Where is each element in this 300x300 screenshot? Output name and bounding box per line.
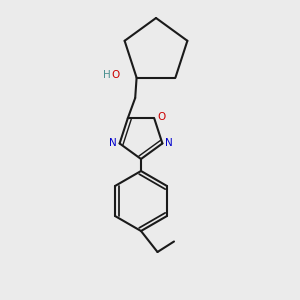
Text: O: O [158, 112, 166, 122]
Text: N: N [109, 139, 117, 148]
Text: N: N [165, 139, 173, 148]
Text: O: O [112, 70, 120, 80]
Text: H: H [103, 70, 111, 80]
